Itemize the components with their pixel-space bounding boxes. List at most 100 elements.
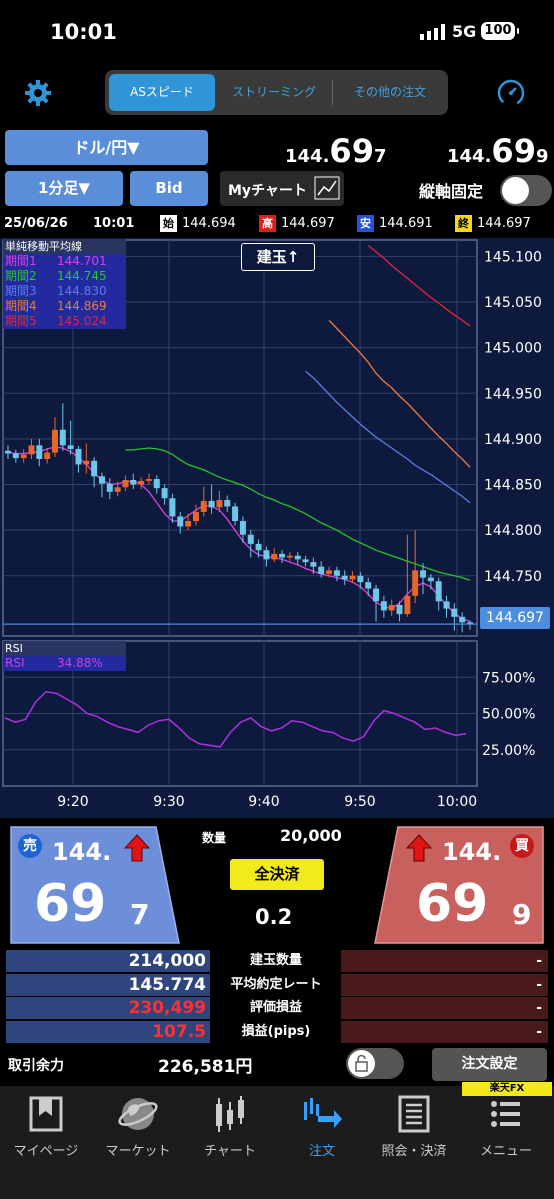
y-tick-label: 144.750 [484, 569, 542, 585]
x-tick-label: 10:00 [437, 794, 477, 810]
candlestick-icon [184, 1094, 276, 1134]
candle-body [451, 608, 458, 617]
lock-toggle[interactable] [346, 1048, 404, 1079]
ma-legend-row: 期間5 145.024 [3, 314, 126, 329]
nav-order[interactable]: 注文 [276, 1086, 368, 1159]
buy-button[interactable]: 144. 買 69 9 [374, 826, 546, 944]
current-price-label: 144.697 [480, 607, 550, 629]
x-tick-label: 9:30 [153, 794, 184, 810]
candle-body [333, 570, 340, 576]
chart-area[interactable]: 145.100 145.050 145.000 144.950 144.900 144.8… [0, 238, 554, 818]
settle-all-button[interactable]: 全決済 [230, 859, 324, 890]
ma-line [7, 446, 471, 623]
high-label: 高 [259, 215, 276, 232]
spread-value: 0.2 [255, 905, 293, 929]
ma-period-value: 144.830 [57, 284, 107, 298]
buy-price-small: 9 [512, 898, 532, 931]
ma-period-value: 144.869 [57, 299, 107, 313]
position-badge[interactable]: 建玉↑ [241, 243, 315, 271]
candle-body [459, 616, 466, 623]
margin-label: 取引余力 [8, 1058, 64, 1074]
low-value: 144.691 [379, 216, 433, 231]
rsi-tick-label: 25.00% [482, 743, 535, 759]
position-label: 平均約定レート [230, 976, 322, 992]
x-tick-label: 9:40 [248, 794, 279, 810]
candle-body [5, 450, 11, 454]
timeframe-button[interactable]: 1分足▼ [5, 171, 123, 206]
buy-price-big: 69 [416, 874, 489, 934]
price-plot-frame [2, 239, 478, 637]
nav-menu-label: メニュー [479, 1144, 532, 1159]
candle-body [396, 604, 403, 615]
candle-body [388, 604, 395, 611]
candle-body [286, 555, 293, 558]
y-tick-label: 144.850 [484, 478, 542, 494]
tab-as-speed[interactable]: ASスピード [109, 74, 215, 111]
speedometer-icon[interactable] [496, 78, 526, 112]
candle-body [279, 553, 286, 558]
candle-body [67, 445, 74, 449]
mychart-button[interactable]: Myチャート [220, 171, 344, 206]
nav-inquiry-label: 照会・決済 [381, 1144, 447, 1159]
candle-body [106, 483, 113, 492]
ma-line [328, 319, 471, 468]
axis-fix-toggle[interactable] [500, 175, 552, 206]
candle-body [12, 453, 19, 459]
nav-mypage[interactable]: マイページ [0, 1086, 92, 1159]
ma-legend: 単純移動平均線 期間1 144.701 期間2 144.745 期間3 144.830 期間… [3, 239, 126, 329]
quantity-value[interactable]: 20,000 [280, 826, 342, 845]
nav-mypage-label: マイページ [13, 1144, 79, 1159]
sell-button[interactable]: 売 144. 69 7 [8, 826, 180, 944]
rsi-title: RSI [3, 641, 126, 656]
ma-period-name: 期間3 [5, 284, 37, 298]
order-mode-tabs: ASスピード ストリーミング その他の注文 [105, 70, 448, 115]
bid-ask-toggle-button[interactable]: Bid [130, 171, 208, 206]
candle-body [161, 488, 168, 499]
candle-body [412, 570, 419, 596]
ma-legend-row: 期間1 144.701 [3, 254, 126, 269]
bid-price-prefix: 144. [285, 146, 330, 167]
position-value: 230,499 [6, 997, 210, 1019]
candle-body [443, 601, 450, 609]
candle-body [145, 479, 152, 481]
rsi-legend: RSI RSI 34.88% [3, 641, 126, 671]
candle-body [239, 521, 246, 535]
battery-icon: 100 [481, 22, 519, 40]
tab-streaming[interactable]: ストリーミング [231, 85, 316, 99]
candle-body [373, 588, 380, 602]
candle-body [302, 559, 309, 563]
axis-fix-label: 縦軸固定 [419, 182, 484, 201]
nav-inquiry[interactable]: 照会・決済 [368, 1086, 460, 1159]
candle-body [59, 429, 66, 446]
order-settings-button[interactable]: 注文設定 [432, 1048, 547, 1081]
rsi-line [4, 691, 467, 748]
bid-price-display: 144.697 [285, 132, 386, 170]
ma-legend-row: 期間3 144.830 [3, 284, 126, 299]
nav-chart[interactable]: チャート [184, 1086, 276, 1159]
tab-other-orders[interactable]: その他の注文 [353, 85, 426, 99]
menu-icon [460, 1094, 552, 1134]
candle-body [185, 521, 192, 527]
candle-body [51, 429, 58, 453]
candle-body [177, 516, 184, 527]
open-label: 始 [160, 215, 177, 232]
price-chart[interactable]: 145.100 145.050 145.000 144.950 144.900 144.8… [0, 238, 554, 818]
nav-market[interactable]: マーケット [92, 1086, 184, 1159]
ohlc-time: 10:01 [93, 216, 135, 231]
gear-icon[interactable] [24, 79, 52, 111]
candle-body [169, 498, 176, 517]
ma-period-value: 145.024 [57, 314, 107, 328]
candle-body [153, 479, 160, 489]
positions-table: 214,000 建玉数量 - 145.774 平均約定レート - 230,499 評価損益 - 1… [0, 950, 554, 1044]
nav-order-label: 注文 [308, 1144, 335, 1159]
candle-body [138, 480, 145, 485]
nav-menu[interactable]: メニュー [460, 1086, 552, 1159]
book-icon [0, 1094, 92, 1134]
sell-price-prefix: 144. [52, 838, 112, 866]
sell-label: 売 [18, 834, 42, 858]
candle-body [114, 487, 121, 492]
position-label: 評価損益 [249, 1000, 302, 1015]
down-arrow-icon [123, 834, 151, 866]
up-arrow-icon [405, 834, 433, 866]
currency-pair-button[interactable]: ドル/円▼ [5, 130, 208, 165]
